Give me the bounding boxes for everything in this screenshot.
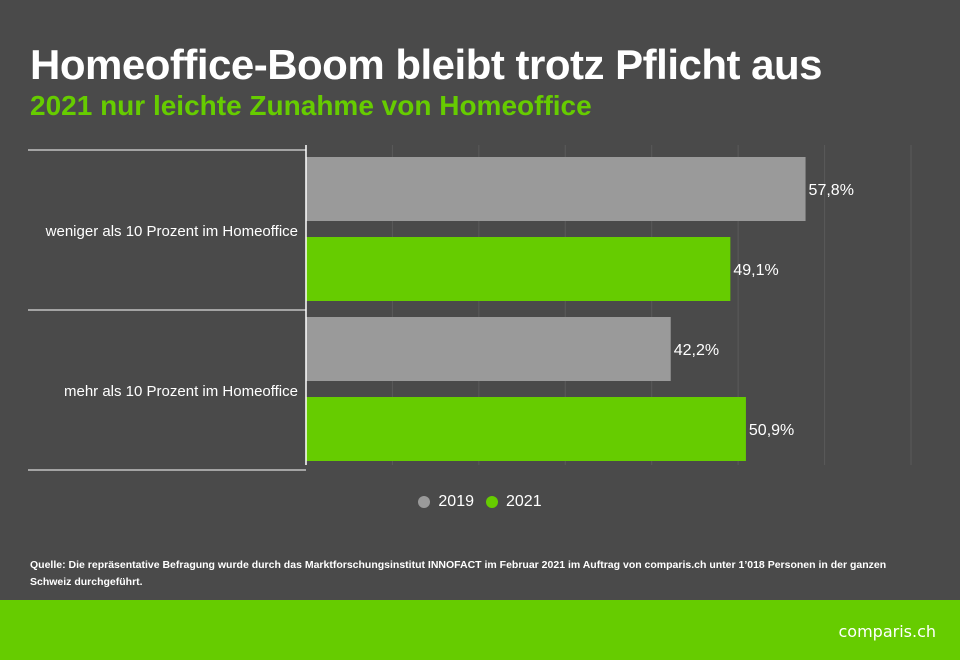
category-label-1: mehr als 10 Prozent im Homeoffice [64,383,298,400]
footer-bar: comparis.ch [0,600,960,660]
bar-2019-1 [306,317,671,381]
chart-subtitle: 2021 nur leichte Zunahme von Homeoffice [30,90,592,121]
legend-dot-2021-icon [486,496,498,508]
legend-label-2019: 2019 [438,493,474,510]
legend-item-2019: 2019 [418,493,474,511]
data-label-2021-0: 49,1% [733,262,778,279]
chart-legend: 2019 2021 [0,493,960,511]
source-note: Quelle: Die repräsentative Befragung wur… [30,559,887,588]
bar-2019-0 [306,157,806,221]
category-label-0: weniger als 10 Prozent im Homeoffice [45,223,298,240]
legend-label-2021: 2021 [506,493,542,510]
chart-title: Homeoffice-Boom bleibt trotz Pflicht aus [30,41,823,88]
bar-chart: 57,8% 49,1% weniger als 10 Prozent im Home… [28,145,912,471]
bar-2021-1 [306,397,746,461]
legend-item-2021: 2021 [486,493,542,511]
data-label-2019-1: 42,2% [674,342,719,359]
data-label-2019-0: 57,8% [809,182,854,199]
bar-2021-0 [306,237,731,301]
data-label-2021-1: 50,9% [749,422,794,439]
comparis-logo: comparis.ch [838,622,936,641]
legend-dot-2019-icon [418,496,431,508]
